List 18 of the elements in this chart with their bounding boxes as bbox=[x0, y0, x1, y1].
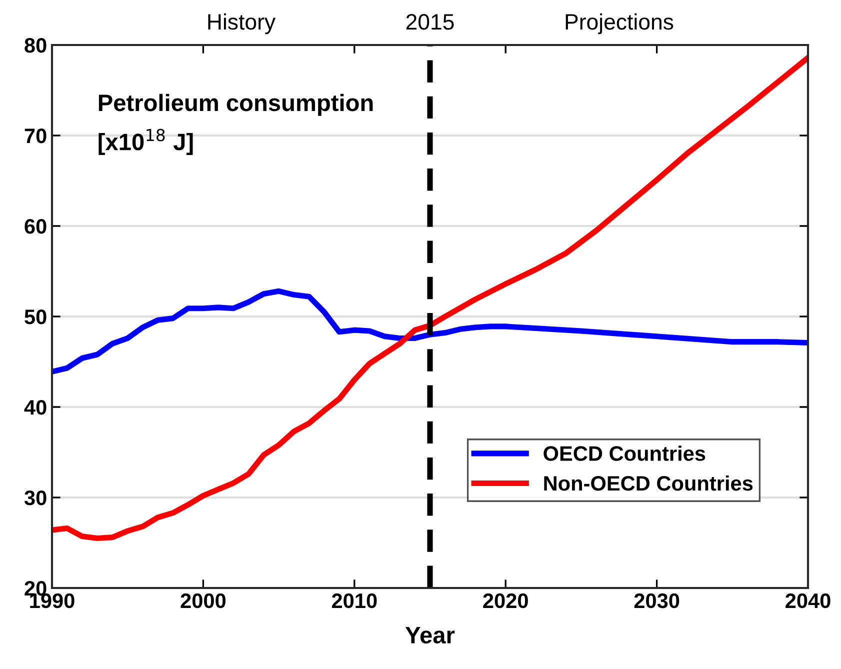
text: Projections bbox=[566, 13, 674, 34]
y-tick-label: 40 bbox=[24, 400, 46, 415]
x-tick-label: 2020 bbox=[483, 593, 528, 608]
x-axis-title: Year bbox=[405, 627, 455, 644]
legend-label: Non-OECD Countries bbox=[544, 475, 753, 491]
y-tick-label: 70 bbox=[24, 128, 46, 144]
annotation: Petrolieum consumption [x10$^{18}$ J] bbox=[98, 94, 373, 155]
y-tick-label: 80 bbox=[24, 38, 46, 53]
y-tick-label: 30 bbox=[24, 490, 46, 506]
text: History bbox=[208, 13, 276, 34]
x-tick-label: 2040 bbox=[786, 593, 830, 608]
y-tick-label: 60 bbox=[24, 219, 46, 234]
x-tick-label: 2010 bbox=[332, 593, 377, 608]
ref-line-label: 2015 bbox=[406, 14, 454, 30]
legend-label: OECD Countries bbox=[544, 446, 706, 461]
y-tick-label: 50 bbox=[24, 310, 46, 324]
x-tick-label: 2030 bbox=[634, 593, 680, 608]
x-tick-label: 2000 bbox=[180, 593, 226, 608]
